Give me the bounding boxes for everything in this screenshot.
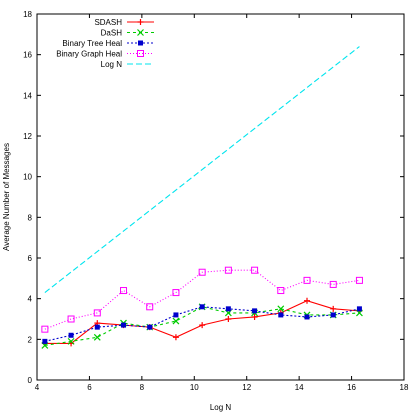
legend-marker [137, 19, 144, 25]
y-tick-label: 4 [28, 295, 33, 304]
data-point [93, 333, 101, 341]
data-point [355, 276, 363, 284]
data-point [93, 309, 101, 317]
data-point [303, 276, 311, 284]
data-point [225, 316, 232, 322]
data-point [252, 308, 258, 314]
series-layer [41, 46, 363, 349]
legend-marker [137, 29, 144, 36]
y-tick-label: 12 [23, 132, 32, 141]
legend-label: DaSH [101, 29, 123, 38]
y-tick-label: 2 [28, 335, 33, 344]
y-tick-label: 14 [23, 91, 32, 100]
data-point [356, 306, 362, 312]
plot-area-frame [36, 13, 405, 381]
y-tick-label: 6 [28, 254, 33, 263]
legend-item: Binary Tree Heal [62, 39, 154, 48]
data-point [68, 332, 74, 338]
x-axis-label: Log N [210, 403, 232, 412]
x-tick-label: 4 [35, 383, 40, 392]
legend-item: SDASH [94, 18, 154, 27]
axis-ticks: 4 6 8 10 12 14 16 18 0 2 4 6 8 10 12 14 16 18 [23, 10, 409, 392]
data-point [42, 338, 48, 344]
data-point [199, 322, 206, 329]
data-point [330, 312, 336, 318]
x-tick-label: 6 [87, 383, 92, 392]
data-point [173, 312, 179, 318]
data-point [277, 287, 285, 295]
data-point [146, 303, 154, 311]
series-binary-tree-heal [42, 304, 362, 344]
data-point [172, 334, 179, 341]
x-tick-label: 12 [242, 383, 251, 392]
y-tick-label: 10 [23, 173, 32, 182]
y-tick-label: 0 [28, 376, 33, 385]
data-point [67, 315, 75, 323]
y-axis-label: Average Number of Messages [2, 143, 11, 251]
x-tick-label: 16 [347, 383, 356, 392]
legend-item: Binary Graph Heal [56, 50, 154, 59]
data-point [224, 266, 232, 274]
data-point [304, 297, 311, 304]
data-point [329, 280, 337, 288]
data-point [304, 314, 310, 320]
series-log-n [44, 46, 360, 293]
data-point [67, 337, 75, 345]
data-point [147, 324, 153, 330]
data-point [198, 268, 206, 276]
x-tick-label: 8 [140, 383, 145, 392]
x-tick-label: 18 [400, 383, 409, 392]
data-point [277, 305, 285, 313]
y-tick-label: 18 [23, 10, 32, 19]
series-line [44, 46, 360, 293]
data-point [330, 305, 337, 312]
legend-item: DaSH [101, 29, 154, 38]
y-tick-label: 8 [28, 213, 33, 222]
data-point [225, 306, 231, 312]
data-point [251, 266, 259, 274]
series-line [44, 269, 360, 330]
legend-marker [138, 40, 143, 46]
data-point [172, 289, 180, 297]
legend-label: Binary Graph Heal [56, 50, 122, 59]
x-tick-label: 10 [190, 383, 199, 392]
data-point [251, 313, 258, 320]
data-point [121, 322, 127, 328]
data-point [172, 317, 180, 325]
data-point [120, 287, 128, 295]
data-point [199, 304, 205, 310]
series-binary-graph-heal [41, 266, 363, 333]
data-point [278, 312, 284, 318]
data-point [41, 325, 49, 333]
legend-marker [137, 50, 144, 57]
legend-label: Log N [101, 60, 123, 69]
legend-item: Log N [101, 60, 154, 69]
legend-label: Binary Tree Heal [62, 39, 122, 48]
x-tick-label: 14 [295, 383, 304, 392]
y-tick-label: 16 [23, 51, 32, 60]
data-point [94, 324, 100, 330]
legend-label: SDASH [94, 18, 122, 27]
grid-frame [36, 13, 405, 381]
